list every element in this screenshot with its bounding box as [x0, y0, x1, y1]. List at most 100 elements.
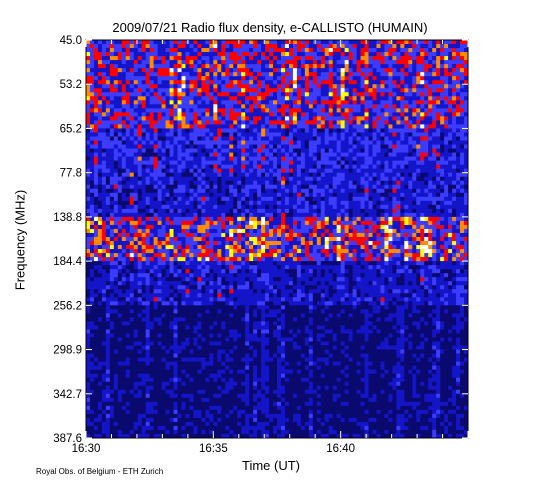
- spectrogram-cell: [241, 156, 246, 161]
- spectrogram-cell: [284, 148, 290, 153]
- spectrogram-cell: [209, 72, 214, 77]
- spectrogram-cell: [201, 176, 206, 182]
- spectrogram-cell: [265, 104, 270, 109]
- spectrogram-cell: [412, 180, 417, 186]
- spectrogram-cell: [364, 188, 369, 194]
- spectrogram-cell: [392, 92, 397, 97]
- spectrogram-cell: [464, 72, 469, 77]
- spectrogram-cell: [296, 100, 302, 105]
- spectrogram-cell: [209, 196, 214, 202]
- spectrogram-cell: [181, 192, 186, 198]
- spectrogram-cell: [97, 88, 103, 93]
- spectrogram-cell: [105, 164, 111, 169]
- spectrogram-cell: [265, 64, 270, 69]
- spectrogram-cell: [125, 176, 131, 182]
- spectrogram-cell: [249, 132, 254, 137]
- spectrogram-cell: [436, 200, 441, 206]
- spectrogram-cell: [261, 44, 266, 49]
- spectrogram-cell: [225, 56, 230, 61]
- spectrogram-cell: [288, 220, 294, 226]
- spectrogram-cell: [308, 80, 314, 85]
- spectrogram-cell: [432, 84, 437, 89]
- spectrogram-cell: [328, 84, 334, 89]
- spectrogram-cell: [201, 116, 206, 121]
- spectrogram-cell: [133, 168, 139, 173]
- spectrogram-cell: [300, 176, 306, 182]
- spectrogram-cell: [241, 228, 246, 234]
- spectrogram-cell: [86, 245, 91, 250]
- spectrogram-cell: [173, 253, 178, 258]
- spectrogram-cell: [384, 196, 389, 202]
- spectrogram-cell: [269, 76, 274, 81]
- spectrogram-cell: [428, 116, 433, 121]
- spectrogram-cell: [221, 160, 226, 165]
- spectrogram-cell: [197, 144, 202, 149]
- spectrogram-cell: [193, 72, 198, 77]
- spectrogram-cell: [121, 92, 127, 97]
- spectrogram-cell: [352, 124, 357, 129]
- spectrogram-cell: [261, 76, 266, 81]
- spectrogram-cell: [86, 44, 91, 49]
- spectrogram-cell: [86, 56, 91, 61]
- spectrogram-cell: [189, 88, 194, 93]
- spectrogram-cell: [169, 104, 174, 109]
- spectrogram-cell: [89, 108, 95, 113]
- spectrogram-cell: [300, 144, 306, 149]
- spectrogram-cell: [245, 160, 250, 165]
- spectrogram-cell: [93, 156, 99, 161]
- spectrogram-cell: [336, 44, 341, 49]
- spectrogram-cell: [412, 100, 417, 105]
- spectrogram-cell: [396, 164, 401, 169]
- spectrogram-cell: [109, 180, 115, 186]
- spectrogram-cell: [189, 245, 194, 250]
- spectrogram-cell: [273, 108, 278, 113]
- spectrogram-cell: [157, 120, 162, 125]
- spectrogram-cell: [428, 76, 433, 81]
- spectrogram-cell: [133, 212, 139, 218]
- spectrogram-cell: [412, 52, 417, 57]
- spectrogram-cell: [217, 116, 222, 121]
- spectrogram-cell: [121, 112, 127, 117]
- spectrogram-cell: [245, 192, 250, 198]
- chart-title: 2009/07/21 Radio flux density, e-CALLIST…: [112, 20, 428, 35]
- spectrogram-cell: [173, 216, 178, 222]
- spectrogram-cell: [233, 116, 238, 121]
- spectrogram-cell: [149, 44, 154, 49]
- spectrogram-cell: [213, 140, 218, 145]
- spectrogram-cell: [153, 132, 158, 137]
- spectrogram-cell: [117, 204, 123, 210]
- spectrogram-cell: [265, 148, 270, 153]
- spectrogram-cell: [225, 148, 230, 153]
- spectrogram-cell: [257, 128, 262, 133]
- spectrogram-cell: [265, 72, 270, 77]
- spectrogram-cell: [296, 88, 302, 93]
- spectrogram-cell: [109, 152, 115, 157]
- spectrogram-cell: [177, 148, 182, 153]
- spectrogram-cell: [137, 172, 143, 177]
- spectrogram-cell: [245, 88, 250, 93]
- spectrogram-cell: [229, 200, 234, 206]
- spectrogram-cell: [440, 60, 445, 65]
- spectrogram-cell: [456, 68, 461, 73]
- spectrogram-cell: [149, 232, 154, 238]
- spectrogram-cell: [408, 200, 413, 206]
- spectrogram-cell: [185, 140, 190, 145]
- spectrogram-cell: [253, 228, 258, 234]
- spectrogram-cell: [269, 168, 274, 173]
- spectrogram-cell: [273, 196, 278, 202]
- spectrogram-cell: [376, 164, 381, 169]
- spectrogram-cell: [197, 228, 202, 234]
- spectrogram-cell: [392, 140, 397, 145]
- spectrogram-cell: [273, 156, 278, 161]
- spectrogram-cell: [213, 152, 218, 157]
- spectrogram-cell: [308, 188, 314, 194]
- spectrogram-cell: [137, 116, 143, 121]
- spectrogram-cell: [205, 48, 210, 53]
- spectrogram-cell: [121, 241, 127, 246]
- spectrogram-cell: [201, 172, 206, 177]
- spectrogram-cell: [388, 56, 393, 61]
- spectrogram-cell: [356, 140, 361, 145]
- spectrogram-cell: [440, 112, 445, 117]
- spectrogram-cell: [372, 184, 377, 190]
- spectrogram-cell: [105, 204, 111, 210]
